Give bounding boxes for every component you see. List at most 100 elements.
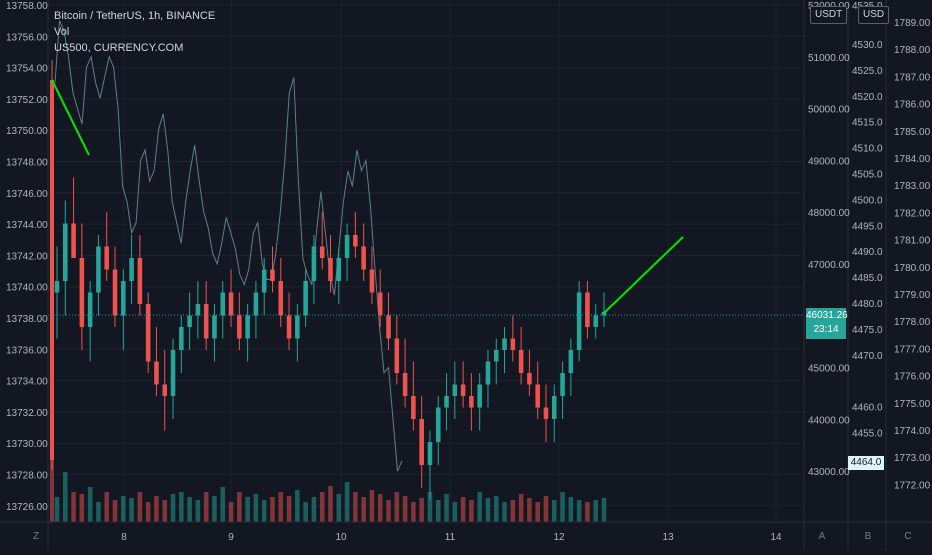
volume-bar bbox=[137, 492, 143, 522]
volume-bar bbox=[369, 490, 375, 522]
usd-axis-label: 4485.0 bbox=[852, 273, 883, 284]
usd-unit-badge[interactable]: USD bbox=[858, 6, 890, 24]
x-tick-label: 8 bbox=[121, 532, 127, 543]
axis-c-button[interactable]: C bbox=[904, 531, 912, 542]
candle-body bbox=[444, 396, 449, 408]
candle-body bbox=[502, 338, 507, 350]
candle-body bbox=[203, 304, 209, 339]
volume-bar bbox=[253, 494, 259, 522]
usd-axis-label: 4470.0 bbox=[852, 351, 883, 362]
volume-bar bbox=[593, 500, 598, 522]
right-axis-label: 1785.00 bbox=[894, 127, 931, 138]
trend-line-down bbox=[51, 79, 90, 156]
candle-body bbox=[576, 292, 582, 350]
candle-body bbox=[253, 292, 259, 316]
volume-legend[interactable]: Vol bbox=[54, 26, 70, 38]
volume-bar bbox=[104, 492, 110, 522]
chart-legend: Bitcoin / TetherUS, 1h, BINANCE Vol US50… bbox=[54, 8, 215, 56]
candle-body bbox=[402, 373, 408, 396]
volume-bar bbox=[560, 492, 565, 522]
btc-last-price-tag: 46031.26 23:14 bbox=[806, 308, 848, 339]
usd-axis-label: 4505.0 bbox=[852, 170, 883, 181]
right-axis-label: 1788.00 bbox=[894, 45, 931, 56]
volume-bar bbox=[377, 494, 383, 522]
volume-bar bbox=[361, 497, 366, 522]
volume-bar bbox=[96, 502, 101, 522]
candle-body bbox=[71, 223, 76, 258]
bar-countdown: 23:14 bbox=[813, 324, 839, 335]
volume-bar bbox=[278, 492, 284, 522]
candle-body bbox=[535, 384, 540, 408]
chart-grid bbox=[48, 0, 804, 522]
candle-body bbox=[411, 396, 416, 419]
candle-body bbox=[195, 304, 201, 316]
volume-bar bbox=[510, 500, 516, 522]
auto-scale-button[interactable]: A bbox=[818, 531, 826, 542]
left-axis-label: 13740.00 bbox=[6, 283, 48, 294]
right-axis-label: 1772.00 bbox=[894, 480, 931, 491]
candle-body bbox=[394, 338, 400, 373]
candle-body bbox=[510, 338, 516, 350]
volume-bar bbox=[402, 496, 408, 522]
candle-body bbox=[54, 281, 60, 293]
usd-axis-label: 4490.0 bbox=[852, 247, 883, 258]
axis-b-button[interactable]: B bbox=[864, 531, 872, 542]
volume-bar bbox=[469, 500, 474, 522]
right-axis-label: 1776.00 bbox=[894, 372, 931, 383]
volume-bar bbox=[71, 492, 76, 522]
volume-bar bbox=[121, 496, 126, 522]
candle-body bbox=[137, 258, 143, 304]
candle-body bbox=[344, 235, 350, 258]
volume-bar bbox=[145, 502, 151, 522]
trend-lines[interactable] bbox=[48, 79, 804, 316]
x-tick-label: 14 bbox=[770, 532, 782, 543]
volume-bar bbox=[419, 498, 424, 522]
volume-bar bbox=[386, 500, 391, 522]
candle-body bbox=[187, 315, 192, 327]
left-axis-label: 13756.00 bbox=[6, 32, 48, 43]
x-tick-label: 11 bbox=[445, 532, 456, 543]
volume-bar bbox=[187, 497, 192, 522]
volume-bar bbox=[54, 497, 60, 522]
candle-body bbox=[220, 292, 226, 316]
candle-body bbox=[543, 407, 549, 419]
candle-body bbox=[435, 407, 441, 442]
us500-compare-line bbox=[54, 20, 403, 472]
symbol-legend[interactable]: Bitcoin / TetherUS, 1h, BINANCE bbox=[54, 10, 216, 22]
volume-bar bbox=[452, 502, 458, 522]
volume-bar bbox=[154, 496, 159, 522]
left-axis-label: 13748.00 bbox=[6, 158, 48, 169]
volume-bar bbox=[311, 497, 317, 522]
zoom-button[interactable]: Z bbox=[32, 531, 40, 542]
right-axis-label: 1784.00 bbox=[894, 154, 931, 165]
candle-body bbox=[485, 361, 491, 385]
volume-bar bbox=[286, 496, 292, 522]
candle-body bbox=[328, 258, 333, 281]
right-axis-label: 1782.00 bbox=[894, 208, 931, 219]
candle-body bbox=[527, 373, 532, 385]
compare-legend[interactable]: US500, CURRENCY.COM bbox=[54, 42, 184, 54]
volume-bar bbox=[87, 487, 93, 522]
left-axis-label: 13726.00 bbox=[6, 502, 48, 513]
volume-bar bbox=[518, 494, 524, 522]
right-axis-label: 1780.00 bbox=[894, 263, 931, 274]
x-tick-label: 12 bbox=[553, 532, 565, 543]
volume-bar bbox=[79, 494, 85, 522]
volume-bar bbox=[328, 486, 333, 522]
volume-bar bbox=[63, 472, 68, 522]
candle-body bbox=[261, 269, 267, 293]
candle-body bbox=[303, 281, 308, 316]
left-axis-label: 13742.00 bbox=[6, 251, 48, 262]
volume-bar bbox=[336, 494, 342, 522]
candle-body bbox=[63, 223, 68, 281]
x-tick-label: 13 bbox=[662, 532, 674, 543]
volume-bar bbox=[162, 500, 168, 522]
volume-bar bbox=[237, 492, 242, 522]
usdt-unit-badge[interactable]: USDT bbox=[810, 6, 848, 24]
usd-axis-label: 4455.0 bbox=[852, 429, 883, 440]
volume-bar bbox=[129, 498, 134, 522]
candle-body bbox=[518, 350, 524, 373]
